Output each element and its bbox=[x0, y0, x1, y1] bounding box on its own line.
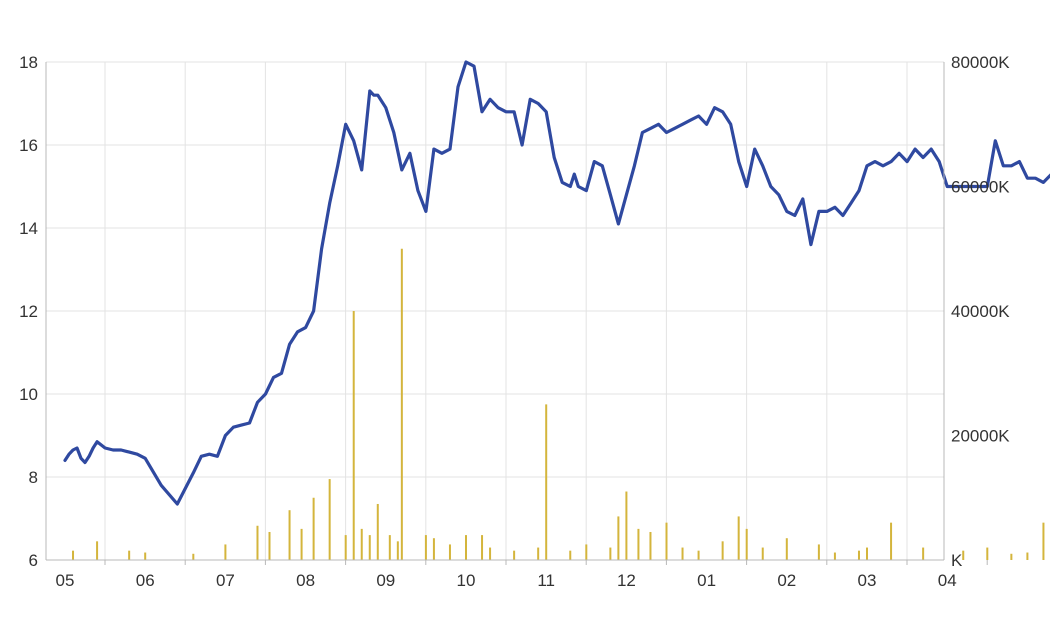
x-tick-label: 10 bbox=[457, 571, 476, 590]
volume-bar bbox=[1042, 522, 1045, 560]
x-tick-label: 07 bbox=[216, 571, 235, 590]
volume-bar bbox=[96, 541, 99, 560]
volume-bar bbox=[737, 516, 740, 560]
x-tick-label: 03 bbox=[858, 571, 877, 590]
volume-bar bbox=[545, 404, 548, 560]
volume-bar bbox=[649, 531, 652, 560]
volume-bar bbox=[368, 535, 371, 560]
volume-bar bbox=[448, 544, 451, 560]
volume-bar bbox=[312, 497, 315, 560]
y-left-tick-label: 12 bbox=[19, 302, 38, 321]
x-tick-label: 02 bbox=[777, 571, 796, 590]
volume-bar bbox=[288, 510, 291, 560]
volume-bar bbox=[637, 528, 640, 560]
volume-bar bbox=[785, 538, 788, 560]
volume-bar bbox=[224, 544, 227, 560]
volume-bar bbox=[489, 547, 492, 560]
x-tick-label: 06 bbox=[136, 571, 155, 590]
volume-bar bbox=[890, 522, 893, 560]
price-line-group bbox=[63, 60, 1050, 506]
volume-bar bbox=[1026, 552, 1029, 560]
axes bbox=[45, 62, 988, 565]
volume-bar bbox=[986, 547, 989, 560]
volume-bar bbox=[866, 547, 868, 560]
volume-bar bbox=[745, 528, 748, 560]
volume-bar bbox=[721, 541, 724, 560]
volume-bar bbox=[144, 552, 147, 560]
volume-bar bbox=[481, 535, 484, 560]
volume-bar bbox=[585, 544, 588, 560]
x-tick-label: 09 bbox=[376, 571, 395, 590]
volume-bar bbox=[857, 550, 860, 560]
volume-bar bbox=[465, 535, 467, 560]
volume-bar bbox=[432, 538, 435, 560]
tick-labels: 6 8 10 12 14 16 18 K 20000K 40000K 60000K 80000K 05 0… bbox=[19, 53, 1010, 590]
x-tick-label: 12 bbox=[617, 571, 636, 590]
volume-bar bbox=[344, 535, 347, 560]
x-tick-label: 11 bbox=[537, 571, 555, 590]
volume-bar bbox=[513, 550, 516, 560]
volume-bar bbox=[537, 547, 540, 560]
volume-bar bbox=[962, 550, 965, 560]
volume-bar bbox=[192, 553, 195, 560]
y-left-tick-label: 16 bbox=[19, 136, 38, 155]
volume-bar bbox=[761, 547, 764, 560]
volume-bar bbox=[268, 531, 271, 560]
volume-bar bbox=[300, 528, 303, 560]
price-line bbox=[63, 60, 1050, 506]
volume-bar bbox=[817, 544, 820, 560]
volume-bar bbox=[388, 535, 391, 560]
volume-bar bbox=[569, 550, 572, 560]
volume-bar bbox=[922, 547, 925, 560]
x-tick-label: 08 bbox=[296, 571, 315, 590]
y-left-tick-label: 18 bbox=[19, 53, 38, 72]
volume-bar bbox=[256, 525, 259, 560]
volume-bars bbox=[72, 248, 1045, 560]
volume-bar bbox=[396, 541, 399, 560]
y-left-tick-label: 8 bbox=[29, 468, 38, 487]
volume-bar bbox=[128, 550, 131, 560]
volume-bar bbox=[400, 248, 403, 560]
volume-bar bbox=[681, 547, 684, 560]
volume-bar bbox=[424, 535, 427, 560]
y-left-tick-label: 14 bbox=[19, 219, 38, 238]
y-left-tick-label: 10 bbox=[19, 385, 38, 404]
volume-bar bbox=[697, 550, 700, 560]
x-tick-label: 04 bbox=[938, 571, 957, 590]
y-right-tick-label: 40000K bbox=[951, 302, 1010, 321]
y-right-tick-label: K bbox=[951, 551, 963, 570]
grid-lines bbox=[46, 61, 944, 561]
volume-bar bbox=[360, 528, 363, 560]
x-tick-label: 05 bbox=[56, 571, 75, 590]
volume-bar bbox=[617, 516, 620, 560]
volume-bar bbox=[376, 503, 379, 560]
y-right-tick-label: 80000K bbox=[951, 53, 1010, 72]
volume-bar bbox=[72, 550, 75, 560]
volume-bar bbox=[833, 552, 836, 560]
volume-bar bbox=[625, 491, 628, 560]
volume-bar bbox=[609, 547, 612, 560]
volume-bar bbox=[352, 311, 355, 560]
volume-bar bbox=[1010, 553, 1013, 560]
x-tick-label: 01 bbox=[697, 571, 716, 590]
volume-bar bbox=[328, 479, 331, 560]
y-left-tick-label: 6 bbox=[29, 551, 38, 570]
volume-bar bbox=[665, 522, 668, 560]
y-right-tick-label: 20000K bbox=[951, 427, 1010, 446]
y-right-tick-label: 60000K bbox=[951, 178, 1010, 197]
